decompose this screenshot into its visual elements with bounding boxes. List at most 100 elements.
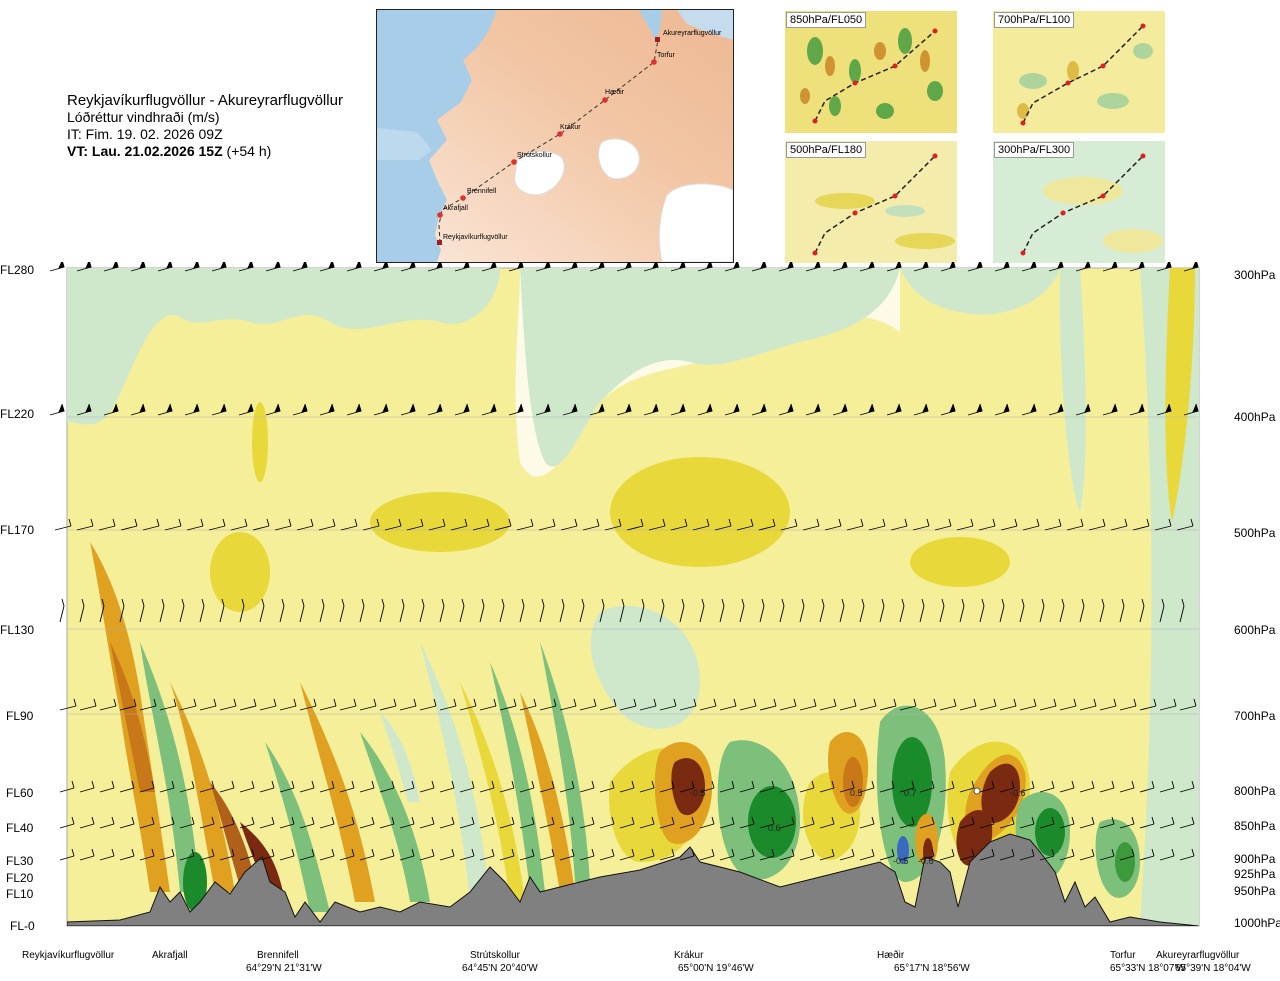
wind-barb — [699, 598, 705, 623]
wind-barb — [406, 518, 424, 531]
wind-barb — [1159, 698, 1177, 711]
wind-barb — [481, 262, 497, 272]
wind-barb — [956, 518, 974, 531]
wind-barb — [692, 518, 710, 531]
wind-barb — [759, 848, 775, 861]
wind-barb — [479, 698, 497, 711]
wind-barb — [939, 698, 957, 711]
wind-barb — [1019, 816, 1035, 829]
hpa-label: 1000hPa — [1234, 916, 1280, 930]
wind-barb — [481, 403, 497, 416]
wind-barb — [399, 598, 405, 623]
wind-barb — [868, 518, 886, 531]
wind-barb — [879, 816, 895, 829]
wind-barb — [919, 848, 935, 861]
wind-barb — [419, 848, 435, 861]
wind-barb — [670, 518, 688, 531]
wind-barb — [639, 698, 657, 711]
map-label-akrafjall: Akrafjall — [443, 205, 468, 212]
wind-barb — [1088, 518, 1106, 531]
wind-barb — [805, 403, 821, 416]
wind-barb — [339, 598, 345, 623]
location-label: Strútskollur — [470, 950, 521, 961]
hpa-label: 700hPa — [1234, 709, 1276, 723]
wind-barb — [299, 816, 315, 829]
route-map: Akureyrarflugvöllur Torfur Hæðir Krákur … — [376, 9, 734, 263]
wind-barb — [1179, 598, 1185, 623]
hpa-label: 950hPa — [1234, 884, 1276, 898]
sea — [377, 10, 497, 262]
wind-barb — [994, 403, 1010, 416]
wind-barb — [999, 780, 1015, 793]
wind-barb — [130, 262, 146, 272]
wind-barb — [799, 598, 805, 623]
wind-barb — [399, 780, 415, 793]
wind-barb — [1019, 698, 1037, 711]
location-label: Reykjavíkurflugvöllur — [22, 950, 115, 961]
wind-barb — [899, 848, 915, 861]
wind-barb — [339, 816, 355, 829]
map-label-akureyri: Akureyrarflugvöllur — [663, 30, 722, 37]
wind-barb — [679, 698, 697, 711]
wind-barb — [1159, 598, 1165, 623]
location-label: Akrafjall — [152, 950, 188, 961]
wind-barb — [359, 848, 375, 861]
wind-barb — [239, 780, 255, 793]
wind-barb — [359, 816, 375, 829]
wind-barb — [199, 848, 215, 861]
mini-map-700: 700hPa/FL100 — [993, 11, 1165, 133]
wind-barb — [679, 780, 695, 793]
wind-barb — [805, 262, 821, 272]
wind-barb — [967, 262, 983, 272]
wind-barb — [459, 780, 475, 793]
wind-barb — [579, 598, 585, 623]
wind-barb — [1039, 698, 1057, 711]
wind-barb — [265, 262, 281, 272]
wind-barb — [616, 262, 632, 272]
wind-barb — [582, 518, 600, 531]
wind-barb — [519, 598, 525, 623]
wind-barb — [54, 518, 72, 531]
location-label: Hæðir — [877, 950, 905, 961]
wind-barb — [1129, 403, 1145, 416]
wind-barb — [538, 518, 556, 531]
hpa-label: 600hPa — [1234, 623, 1276, 637]
map-label-haedir: Hæðir — [605, 88, 625, 96]
wind-barb — [589, 262, 605, 272]
wind-barb — [1179, 816, 1195, 829]
fl-label: FL-0 — [10, 919, 35, 933]
wind-barb — [199, 816, 215, 829]
wind-barb — [103, 262, 119, 272]
wind-barb — [1039, 780, 1055, 793]
issue-time: IT: Fim. 19. 02. 2026 09Z — [67, 126, 223, 142]
wind-barb — [919, 816, 935, 829]
chart-subtitle: Lóðréttur vindhraði (m/s) — [67, 109, 220, 125]
wind-barb — [886, 262, 902, 272]
hpa-label: 400hPa — [1234, 410, 1276, 424]
wind-barb — [619, 816, 635, 829]
wind-barb — [279, 698, 297, 711]
wind-barb — [719, 698, 737, 711]
wind-barb — [979, 698, 997, 711]
wind-barb — [940, 262, 956, 272]
wind-barb — [739, 780, 755, 793]
wind-barb — [539, 816, 555, 829]
wind-barb — [379, 848, 395, 861]
map-label-krakur: Krákur — [560, 124, 581, 131]
wind-barb — [279, 780, 295, 793]
wind-barb — [659, 598, 665, 623]
wind-barb — [659, 816, 675, 829]
wind-barb — [1039, 816, 1055, 829]
wind-barb — [179, 816, 195, 829]
wind-barb — [259, 848, 275, 861]
wind-barb — [1075, 262, 1091, 272]
wind-barb — [179, 848, 195, 861]
wind-barb — [119, 698, 137, 711]
wind-barb — [1183, 262, 1199, 272]
wind-barb — [1132, 518, 1150, 531]
wind-barb — [279, 598, 285, 623]
wind-barb — [1079, 698, 1097, 711]
wind-barb — [79, 598, 85, 623]
wind-barb — [959, 848, 975, 861]
wind-barb — [319, 848, 335, 861]
